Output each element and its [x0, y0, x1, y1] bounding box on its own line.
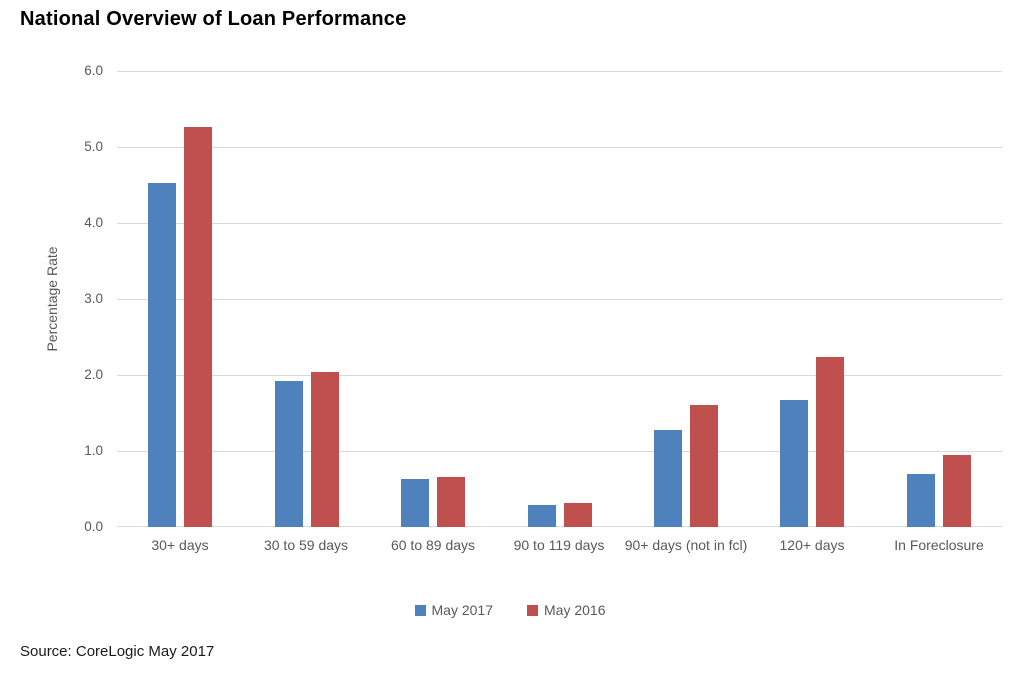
plot-area [117, 71, 1002, 527]
gridline-2.0 [117, 375, 1002, 376]
bar-may-2016-30-days [184, 127, 212, 527]
x-axis-label-90-to-119-days: 90 to 119 days [513, 537, 605, 553]
gridline-1.0 [117, 451, 1002, 452]
gridline-3.0 [117, 299, 1002, 300]
x-axis-label-in-foreclosure: In Foreclosure [894, 537, 984, 553]
gridline-5.0 [117, 147, 1002, 148]
y-tick-label-2.0: 2.0 [84, 367, 103, 382]
y-tick-label-5.0: 5.0 [84, 139, 103, 154]
legend: May 2017 May 2016 [0, 602, 1020, 618]
legend-label-may-2017: May 2017 [431, 602, 493, 618]
gridline-4.0 [117, 223, 1002, 224]
bar-may-2017-120-days [780, 400, 808, 527]
bar-may-2017-30-to-59-days [275, 381, 303, 527]
bar-may-2017-60-to-89-days [401, 479, 429, 527]
x-axis-label-30-to-59-days: 30 to 59 days [263, 537, 349, 553]
bar-may-2016-90-to-119-days [564, 503, 592, 527]
x-axis-label-60-to-89-days: 60 to 89 days [390, 537, 476, 553]
x-axis-label-90-days-not-in-fcl: 90+ days (not in fcl) [624, 537, 748, 553]
chart-title: National Overview of Loan Performance [20, 8, 407, 30]
y-tick-label-0.0: 0.0 [84, 519, 103, 534]
legend-swatch-may-2016-icon [527, 604, 538, 616]
legend-label-may-2016: May 2016 [544, 602, 606, 618]
bar-may-2016-90-days-not-in-fcl [690, 405, 718, 527]
bar-may-2017-30-days [148, 183, 176, 527]
y-tick-label-6.0: 6.0 [84, 63, 103, 78]
source-note: Source: CoreLogic May 2017 [20, 643, 215, 660]
gridline-0.0 [117, 526, 1002, 527]
y-tick-label-3.0: 3.0 [84, 291, 103, 306]
gridline-6.0 [117, 71, 1002, 72]
bar-may-2017-90-to-119-days [528, 505, 556, 527]
bar-may-2017-in-foreclosure [907, 474, 935, 527]
x-axis-label-120-days: 120+ days [779, 537, 845, 553]
bar-may-2016-120-days [816, 357, 844, 527]
bar-may-2016-30-to-59-days [311, 372, 339, 527]
legend-item-may-2016: May 2016 [527, 602, 605, 618]
bar-may-2016-in-foreclosure [943, 455, 971, 527]
y-tick-label-4.0: 4.0 [84, 215, 103, 230]
x-axis-label-30-days: 30+ days [151, 537, 209, 553]
legend-swatch-may-2017-icon [414, 604, 426, 616]
legend-item-may-2017: May 2017 [414, 602, 493, 618]
bar-may-2016-60-to-89-days [437, 477, 465, 527]
bar-may-2017-90-days-not-in-fcl [654, 430, 682, 527]
y-tick-label-1.0: 1.0 [84, 443, 103, 458]
